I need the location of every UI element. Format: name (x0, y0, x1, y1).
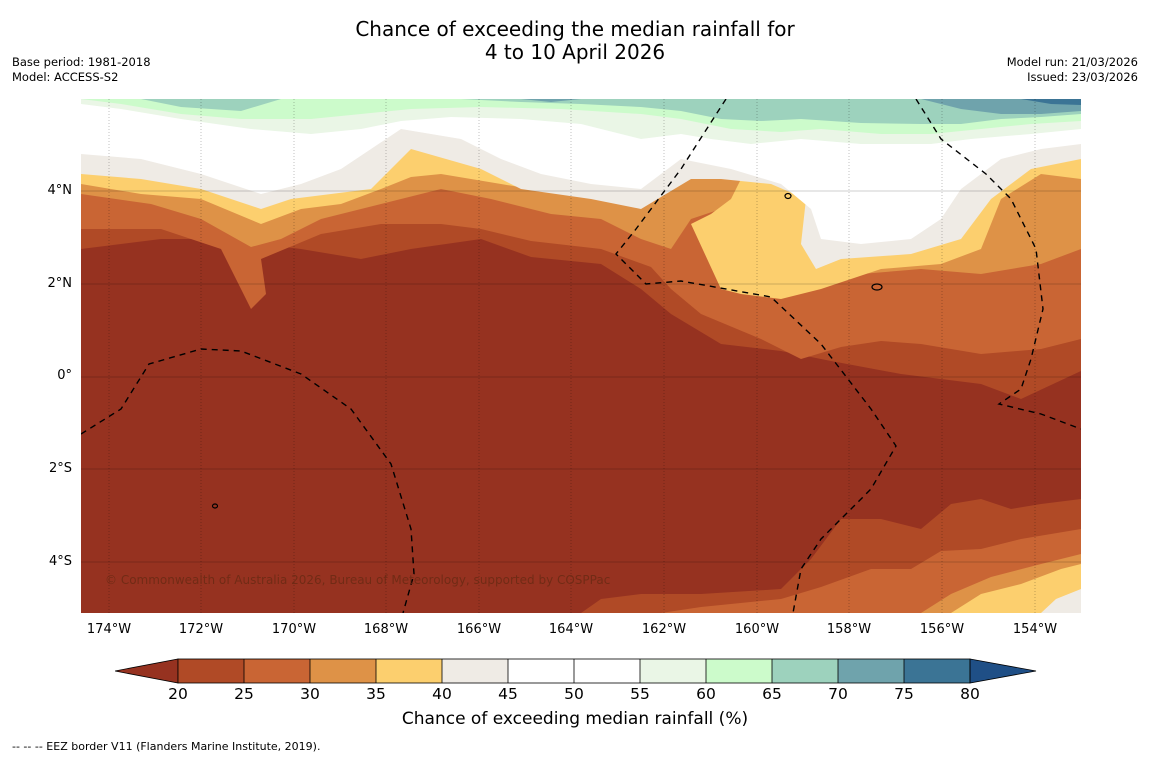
colorbar-tick-50: 50 (564, 685, 584, 703)
lon-label-162w: 162°W (641, 622, 687, 637)
colorbar-segment-75-80 (904, 659, 970, 683)
eez-footnote: -- -- -- EEZ border V11 (Flanders Marine… (12, 740, 321, 753)
lon-label-156w: 156°W (919, 622, 965, 637)
colorbar-segment-50-55 (574, 659, 640, 683)
lat-label-2n: 2°N (47, 276, 73, 291)
lon-label-174w: 174°W (86, 622, 132, 637)
colorbar-segment-30-35 (310, 659, 376, 683)
lon-label-172w: 172°W (178, 622, 224, 637)
colorbar-segment-25-30 (244, 659, 310, 683)
colorbar-tick-80: 80 (960, 685, 980, 703)
lon-label-166w: 166°W (456, 622, 502, 637)
colorbar-tick-40: 40 (432, 685, 452, 703)
colorbar-tick-75: 75 (894, 685, 914, 703)
colorbar-segment-60-65 (706, 659, 772, 683)
meta-right: Model run: 21/03/2026 Issued: 23/03/2026 (1007, 55, 1138, 85)
lon-label-158w: 158°W (826, 622, 872, 637)
lon-label-170w: 170°W (271, 622, 317, 637)
map-title: Chance of exceeding the median rainfall … (0, 18, 1150, 64)
band-35-40-south (951, 564, 1081, 613)
lon-label-160w: 160°W (734, 622, 780, 637)
islands (211, 192, 883, 509)
model-name: Model: ACCESS-S2 (12, 70, 119, 84)
colorbar-lower-extension (114, 658, 179, 684)
lat-label-0: 0° (57, 368, 72, 383)
colorbar-segment-55-60 (640, 659, 706, 683)
colorbar-tick-55: 55 (630, 685, 650, 703)
colorbar-tick-60: 60 (696, 685, 716, 703)
colorbar-segment-45-50 (508, 659, 574, 683)
band-40-45-south (1041, 589, 1081, 613)
colorbar-tick-20: 20 (168, 685, 188, 703)
copyright-notice: © Commonwealth of Australia 2026, Bureau… (105, 573, 611, 587)
lat-label-4n: 4°N (47, 183, 73, 198)
band-70-75 (521, 99, 1081, 114)
band-75-80 (1021, 99, 1081, 105)
colorbar-dividers (177, 658, 971, 684)
model-run: Model run: 21/03/2026 (1006, 55, 1138, 69)
colorbar-segment-35-40 (376, 659, 442, 683)
colorbar-segment-40-45 (442, 659, 508, 683)
lon-label-168w: 168°W (363, 622, 409, 637)
colorbar-tick-70: 70 (828, 685, 848, 703)
meta-left: Base period: 1981-2018 Model: ACCESS-S2 (12, 55, 151, 85)
lat-label-4s: 4°S (48, 554, 72, 569)
colorbar (114, 658, 1037, 684)
title-line-1: Chance of exceeding the median rainfall … (355, 17, 795, 41)
colorbar-segment-65-70 (772, 659, 838, 683)
lat-label-2s: 2°S (48, 461, 72, 476)
eez-borders (81, 99, 1081, 613)
grid-lines (81, 190, 1081, 563)
colorbar-tick-65: 65 (762, 685, 782, 703)
colorbar-upper-extension (969, 658, 1037, 684)
colorbar-label: Chance of exceeding median rainfall (%) (401, 709, 749, 729)
colorbar-tick-45: 45 (498, 685, 518, 703)
colorbar-tick-35: 35 (366, 685, 386, 703)
title-line-2: 4 to 10 April 2026 (484, 40, 666, 64)
colorbar-tick-25: 25 (234, 685, 254, 703)
lon-label-154w: 154°W (1012, 622, 1058, 637)
band-65-70 (81, 99, 1081, 124)
colorbar-segment-70-75 (838, 659, 904, 683)
colorbar-segment-20-25 (178, 659, 244, 683)
base-period: Base period: 1981-2018 (12, 55, 151, 69)
lon-label-164w: 164°W (548, 622, 594, 637)
rainfall-map (81, 99, 1081, 613)
issued-date: Issued: 23/03/2026 (1027, 70, 1138, 84)
colorbar-tick-30: 30 (300, 685, 320, 703)
